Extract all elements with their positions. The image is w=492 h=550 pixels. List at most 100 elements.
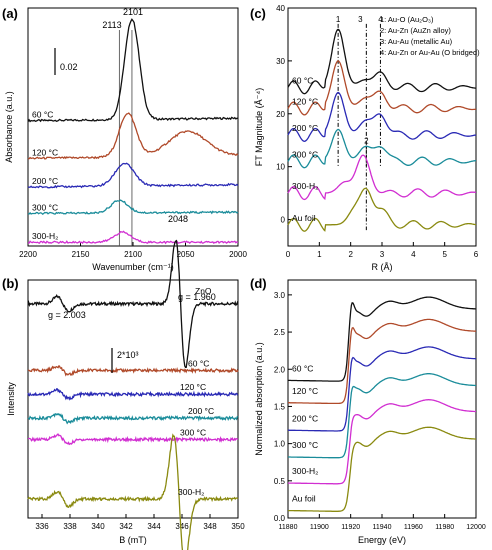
panel-a-series-line (27, 199, 239, 216)
panel-b-x-tick-label: 340 (91, 522, 105, 531)
panel-c-series-line (287, 187, 477, 232)
panel-d-spectra (287, 296, 476, 512)
panel-d-series-label: 200 °C (292, 413, 318, 423)
panel-b-series-label: ZnO (195, 286, 212, 296)
panel-b-xlabel: B (mT) (119, 535, 147, 545)
panel-a-reference-lines (118, 30, 133, 246)
panel-c-y-tick-label: 10 (276, 163, 285, 172)
panel-b-series-label: 200 °C (188, 406, 214, 416)
panel-d-x-tick-label: 11880 (279, 524, 298, 531)
panel-c-series-line (287, 60, 477, 116)
panel-d-y-ticks: 0.0 0.5 1.0 1.5 2.0 2.5 3.0 (274, 291, 292, 523)
panel-c-legend-item-2: 2: Au-Zn (AuZn alloy) (380, 26, 451, 35)
panel-c-series-label: 200 °C (292, 123, 318, 133)
panel-b-series-label: 300 °C (180, 427, 206, 437)
panel-c-legend: 1: Au-O (Au₂O₃) 2: Au-Zn (AuZn alloy) 3:… (380, 15, 480, 57)
panel-d-series-line (288, 318, 476, 405)
panel-d-x-tick-label: 11940 (373, 524, 392, 531)
panel-b-x-tick-label: 336 (35, 522, 49, 531)
panel-c-x-tick-label: 0 (286, 250, 291, 259)
panel-d-series-label: 60 °C (292, 363, 313, 373)
panel-b-series-label: 120 °C (180, 382, 206, 392)
panel-d-xlabel: Energy (eV) (358, 535, 406, 545)
panel-a-series-label: 300 °C (32, 202, 58, 212)
panel-d-y-tick-label: 1.0 (274, 440, 286, 449)
panel-b-series-line (27, 388, 239, 401)
panel-a-frame (27, 7, 239, 247)
panel-a-ylabel: Absorbance (a.u.) (4, 91, 14, 163)
panel-b-series-line (27, 433, 239, 550)
panel-a-series-line (27, 230, 239, 245)
panel-a-x-tick-label: 2100 (124, 250, 142, 259)
panel-d-y-tick-label: 0.0 (274, 514, 286, 523)
panel-b-spectra (27, 239, 239, 550)
panel-b-x-tick-label: 344 (147, 522, 161, 531)
panel-d-x-ticks: 11880 11900 11920 11940 11960 11980 12000 (279, 514, 486, 531)
panel-c-y-tick-label: 20 (276, 110, 285, 119)
panel-a-series-label: 200 °C (32, 176, 58, 186)
panel-d-series-label: Au foil (292, 494, 316, 504)
panel-d-y-tick-label: 2.0 (274, 365, 286, 374)
panel-a-x-tick-label: 2000 (229, 250, 247, 259)
panel-c-series-line (287, 154, 477, 201)
panel-c-marker-label: 4 (378, 15, 383, 24)
panel-a-annotation-2101: 2101 (123, 7, 143, 17)
panel-b-series-labels: ZnO 60 °C 120 °C 200 °C 300 °C 300-H₂ (178, 286, 214, 497)
panel-b: Intensity B (mT) 336 338 340 342 344 346 348 35… (6, 239, 245, 550)
panel-c-spectra (287, 28, 477, 232)
panel-a-series-line (27, 112, 239, 160)
panel-d-series-line (288, 346, 476, 432)
panel-c-series-label: 120 °C (292, 96, 318, 106)
panel-a-annotation-2113: 2113 (102, 20, 121, 30)
panel-b-series-line (27, 365, 239, 377)
panel-d-y-tick-label: 2.5 (274, 328, 286, 337)
panel-b-x-ticks: 336 338 340 342 344 346 348 350 (35, 514, 245, 531)
panel-c-x-tick-label: 6 (474, 250, 479, 259)
panel-b-series-label: 300-H₂ (178, 487, 204, 497)
panel-d-ylabel: Normalized absorption (a.u.) (254, 342, 264, 456)
panel-c-series-labels: 60 °C 120 °C 200 °C 300 °C 300-H₂ Au foil (292, 75, 318, 223)
panel-c-marker-label: 3 (358, 15, 363, 24)
panel-a-x-tick-label: 2150 (72, 250, 90, 259)
panel-a-xlabel: Wavenumber (cm⁻¹) (92, 262, 173, 272)
panel-d: Normalized absorption (a.u.) Energy (eV)… (254, 279, 486, 545)
panel-d-series-label: 300-H₂ (292, 466, 318, 476)
panel-b-annotation-g1960: g = 1.960 (178, 292, 216, 302)
panel-b-x-tick-label: 338 (63, 522, 77, 531)
panel-c-ylabel: FT Magnitude (Å⁻⁴) (254, 88, 264, 166)
panel-a-spectra (27, 18, 239, 245)
panel-d-x-tick-label: 11900 (310, 524, 329, 531)
panel-d-frame (287, 279, 477, 519)
panel-b-series-line (27, 239, 239, 368)
panel-a-series-label: 120 °C (32, 147, 58, 157)
panel-c-series-line (287, 91, 477, 142)
panel-c-series-label: 300 °C (292, 149, 318, 159)
panel-b-scale-label: 2*10³ (117, 350, 139, 360)
panel-c-series-label: 300-H₂ (292, 181, 318, 191)
panel-c-legend-item-1: 1: Au-O (Au₂O₃) (380, 15, 434, 24)
panel-d-letter: (d) (250, 276, 267, 291)
panel-a-annotation-2048: 2048 (168, 214, 188, 224)
panel-c-letter: (c) (250, 6, 266, 21)
panel-b-series-label: 60 °C (188, 358, 209, 368)
panel-c-x-ticks: 0 1 2 3 4 5 6 (286, 242, 479, 259)
panel-b-x-tick-label: 348 (203, 522, 217, 531)
panel-a-series-labels: 60 °C 120 °C 200 °C 300 °C 300-H₂ (32, 110, 58, 242)
panel-c-series-line (287, 128, 476, 169)
panel-d-series-line (288, 296, 476, 382)
panel-a-scale-label: 0.02 (60, 62, 78, 72)
panel-c-x-tick-label: 2 (348, 250, 353, 259)
panel-d-series-line (287, 399, 476, 485)
panel-d-y-tick-label: 3.0 (274, 291, 286, 300)
panel-c-x-tick-label: 1 (317, 250, 322, 259)
panel-b-x-tick-label: 346 (175, 522, 189, 531)
panel-c-xlabel: R (Å) (372, 262, 393, 272)
panel-a-series-line (27, 18, 239, 123)
panel-d-y-tick-label: 1.5 (274, 402, 286, 411)
panel-a-x-tick-label: 2050 (177, 250, 195, 259)
panel-d-series-label: 300 °C (292, 440, 318, 450)
panel-b-frame (27, 279, 239, 519)
panel-d-x-tick-label: 12000 (466, 524, 486, 531)
panel-a-x-ticks: 2200 2150 2100 2050 2000 (19, 242, 247, 259)
